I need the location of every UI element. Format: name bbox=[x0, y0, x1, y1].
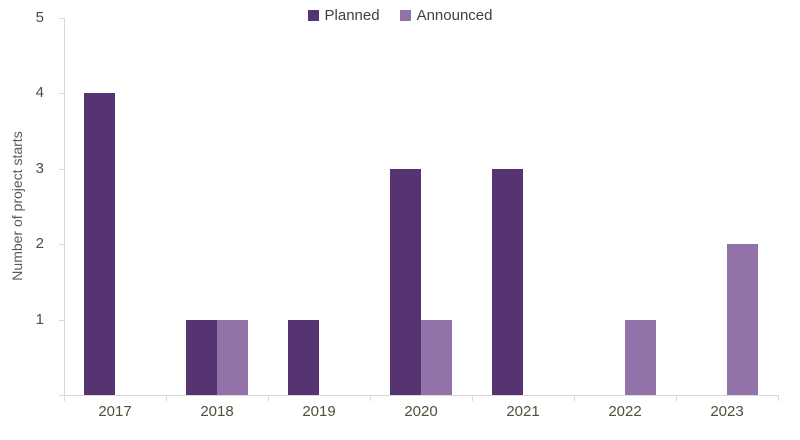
legend: Planned Announced bbox=[0, 8, 800, 23]
legend-label: Announced bbox=[416, 7, 493, 24]
x-tick-label: 2017 bbox=[98, 403, 132, 420]
bar-announced-2023 bbox=[727, 244, 758, 395]
y-tick-label: 4 bbox=[35, 84, 44, 101]
bar-planned-2019 bbox=[288, 320, 319, 395]
y-tick-label: 2 bbox=[35, 235, 44, 252]
y-axis-tick bbox=[59, 320, 64, 321]
bar-planned-2017 bbox=[84, 93, 115, 395]
y-axis-tick bbox=[59, 244, 64, 245]
y-axis-line bbox=[64, 18, 65, 396]
y-axis-tick bbox=[59, 395, 64, 396]
x-axis-tick bbox=[166, 396, 167, 401]
x-axis-tick bbox=[574, 396, 575, 401]
x-tick-label: 2022 bbox=[608, 403, 642, 420]
x-tick-label: 2019 bbox=[302, 403, 336, 420]
legend-swatch-icon bbox=[307, 10, 319, 21]
legend-swatch-icon bbox=[399, 10, 411, 21]
x-axis-tick bbox=[370, 396, 371, 401]
bar-announced-2020 bbox=[421, 320, 452, 395]
bar-planned-2021 bbox=[492, 169, 523, 395]
bar-announced-2022 bbox=[625, 320, 656, 395]
bar-planned-2020 bbox=[390, 169, 421, 395]
y-tick-label: 5 bbox=[35, 9, 44, 26]
x-axis-tick bbox=[64, 396, 65, 401]
x-axis-tick bbox=[268, 396, 269, 401]
x-axis-tick bbox=[472, 396, 473, 401]
bar-planned-2018 bbox=[186, 320, 217, 395]
x-tick-label: 2021 bbox=[506, 403, 540, 420]
bar-announced-2018 bbox=[217, 320, 248, 395]
y-axis-tick bbox=[59, 169, 64, 170]
x-axis-tick bbox=[778, 396, 779, 401]
x-tick-label: 2018 bbox=[200, 403, 234, 420]
legend-label: Planned bbox=[324, 7, 380, 24]
x-tick-label: 2020 bbox=[404, 403, 438, 420]
y-axis-tick bbox=[59, 18, 64, 19]
legend-item-announced: Announced bbox=[399, 7, 493, 24]
legend-item-planned: Planned bbox=[307, 7, 380, 24]
x-axis-line bbox=[64, 395, 779, 396]
y-axis-tick bbox=[59, 93, 64, 94]
x-tick-label: 2023 bbox=[710, 403, 744, 420]
x-axis-tick bbox=[676, 396, 677, 401]
y-tick-label: 3 bbox=[35, 160, 44, 177]
y-tick-label: 1 bbox=[35, 311, 44, 328]
